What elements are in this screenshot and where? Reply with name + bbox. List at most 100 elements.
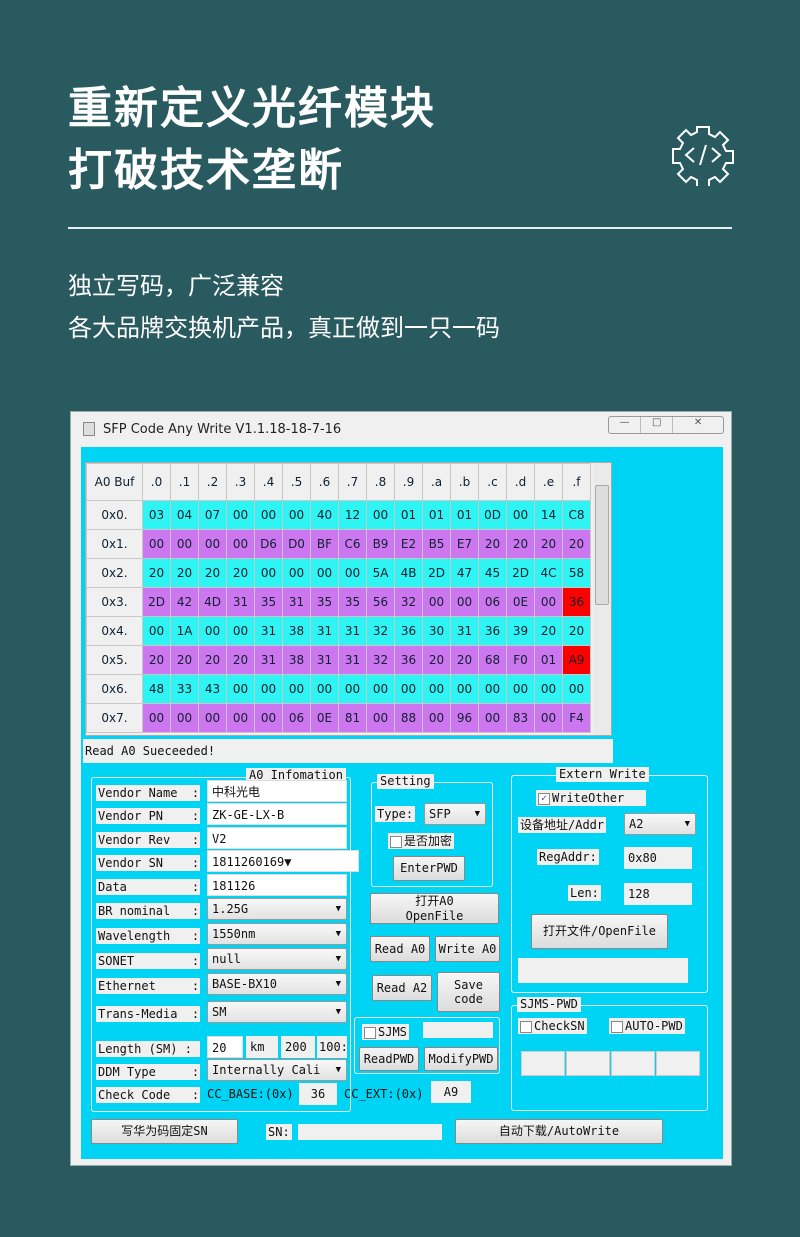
enter-pwd-button[interactable]: EnterPWD (393, 856, 465, 881)
hex-cell[interactable]: 36 (562, 587, 591, 617)
hex-cell[interactable]: 32 (394, 587, 423, 617)
hex-cell[interactable]: 00 (534, 587, 563, 617)
hex-cell[interactable]: 00 (450, 587, 479, 617)
hex-cell[interactable]: 00 (226, 674, 255, 704)
pwd-field-1[interactable] (521, 1051, 565, 1076)
hex-cell[interactable]: 31 (254, 616, 283, 646)
len-input[interactable]: 128 (624, 883, 692, 905)
reg-addr-input[interactable]: 0x80 (624, 847, 692, 869)
hex-cell[interactable]: C8 (562, 500, 591, 530)
hex-cell[interactable]: 00 (226, 703, 255, 733)
hex-cell[interactable]: 00 (198, 616, 227, 646)
hex-cell[interactable]: 20 (226, 645, 255, 675)
field-select[interactable]: SM ▼ (207, 1001, 347, 1023)
hex-cell[interactable]: 00 (254, 558, 283, 588)
hex-cell[interactable]: 01 (422, 500, 451, 530)
hex-cell[interactable]: 00 (226, 616, 255, 646)
hex-cell[interactable]: 58 (562, 558, 591, 588)
hex-cell[interactable]: 00 (226, 500, 255, 530)
hex-cell[interactable]: 45 (478, 558, 507, 588)
hex-cell[interactable]: 20 (478, 529, 507, 559)
hex-cell[interactable]: 68 (478, 645, 507, 675)
encrypt-checkbox[interactable]: 是否加密 (388, 833, 455, 849)
hex-cell[interactable]: 20 (506, 529, 535, 559)
hex-cell[interactable]: 40 (310, 500, 339, 530)
hex-cell[interactable]: 00 (338, 674, 367, 704)
hex-cell[interactable]: 47 (450, 558, 479, 588)
field-combo[interactable]: 1811260169▼ (207, 850, 359, 872)
hex-cell[interactable]: 00 (254, 703, 283, 733)
hex-cell[interactable]: 0E (310, 703, 339, 733)
hex-cell[interactable]: 00 (310, 558, 339, 588)
hex-cell[interactable]: 31 (226, 587, 255, 617)
read-pwd-button[interactable]: ReadPWD (359, 1047, 419, 1071)
hex-cell[interactable]: BF (310, 529, 339, 559)
hex-cell[interactable]: 20 (534, 529, 563, 559)
hex-cell[interactable]: 31 (310, 616, 339, 646)
hex-cell[interactable]: 32 (366, 616, 395, 646)
hex-cell[interactable]: 00 (478, 674, 507, 704)
length-input[interactable]: 20 (207, 1036, 243, 1058)
vertical-scrollbar[interactable] (593, 463, 611, 735)
hex-cell[interactable]: B5 (422, 529, 451, 559)
hex-cell[interactable]: 00 (170, 703, 199, 733)
huawei-sn-button[interactable]: 写华为码固定SN (91, 1119, 238, 1144)
hex-cell[interactable]: 43 (198, 674, 227, 704)
hex-cell[interactable]: 00 (534, 674, 563, 704)
pwd-field-3[interactable] (611, 1051, 655, 1076)
hex-cell[interactable]: 07 (198, 500, 227, 530)
hex-cell[interactable]: 00 (450, 674, 479, 704)
check-sn-checkbox[interactable]: CheckSN (518, 1018, 587, 1034)
hex-cell[interactable]: 01 (394, 500, 423, 530)
hex-cell[interactable]: 00 (366, 703, 395, 733)
hex-cell[interactable]: 33 (170, 674, 199, 704)
hex-cell[interactable]: 31 (338, 645, 367, 675)
field-input[interactable]: V2 (207, 827, 347, 849)
hex-cell[interactable]: 20 (534, 616, 563, 646)
hex-cell[interactable]: 00 (282, 500, 311, 530)
field-select[interactable]: null ▼ (207, 948, 347, 970)
hex-cell[interactable]: 20 (198, 558, 227, 588)
modify-pwd-button[interactable]: ModifyPWD (424, 1047, 498, 1071)
hex-cell[interactable]: 81 (338, 703, 367, 733)
hex-cell[interactable]: 00 (422, 674, 451, 704)
hex-cell[interactable]: 00 (282, 674, 311, 704)
hex-cell[interactable]: 00 (142, 616, 171, 646)
hex-cell[interactable]: 00 (562, 674, 591, 704)
hex-cell[interactable]: 20 (142, 558, 171, 588)
hex-cell[interactable]: 4D (198, 587, 227, 617)
hex-cell[interactable]: 20 (450, 645, 479, 675)
hex-cell[interactable]: 00 (170, 529, 199, 559)
hex-cell[interactable]: 0E (506, 587, 535, 617)
sjms-input[interactable] (423, 1022, 493, 1038)
pwd-field-4[interactable] (656, 1051, 700, 1076)
sn-input[interactable] (298, 1124, 442, 1140)
hex-cell[interactable]: 96 (450, 703, 479, 733)
hex-cell[interactable]: 31 (338, 616, 367, 646)
hex-cell[interactable]: 2D (506, 558, 535, 588)
hex-cell[interactable]: 2D (142, 587, 171, 617)
close-button[interactable]: ✕ (672, 417, 723, 433)
hex-cell[interactable]: 35 (254, 587, 283, 617)
hex-cell[interactable]: 88 (394, 703, 423, 733)
hex-cell[interactable]: 31 (282, 587, 311, 617)
addr-select[interactable]: A2 ▼ (624, 813, 696, 835)
hex-cell[interactable]: D0 (282, 529, 311, 559)
type-select[interactable]: SFP ▼ (424, 803, 486, 825)
hex-cell[interactable]: 4B (394, 558, 423, 588)
hex-cell[interactable]: 01 (450, 500, 479, 530)
hex-cell[interactable]: 20 (198, 645, 227, 675)
field-select[interactable]: 1.25G ▼ (207, 898, 347, 920)
hex-cell[interactable]: 39 (506, 616, 535, 646)
hex-cell[interactable]: 00 (534, 703, 563, 733)
minimize-button[interactable]: — (619, 417, 630, 428)
maximize-button[interactable]: □ (640, 417, 672, 433)
hex-cell[interactable]: 31 (310, 645, 339, 675)
hex-cell[interactable]: 48 (142, 674, 171, 704)
hex-cell[interactable]: 01 (534, 645, 563, 675)
hex-cell[interactable]: 00 (366, 500, 395, 530)
hex-cell[interactable]: 00 (226, 529, 255, 559)
write-other-checkbox[interactable]: ✓ WriteOther (536, 790, 646, 806)
hex-cell[interactable]: 20 (562, 529, 591, 559)
hex-cell[interactable]: F0 (506, 645, 535, 675)
